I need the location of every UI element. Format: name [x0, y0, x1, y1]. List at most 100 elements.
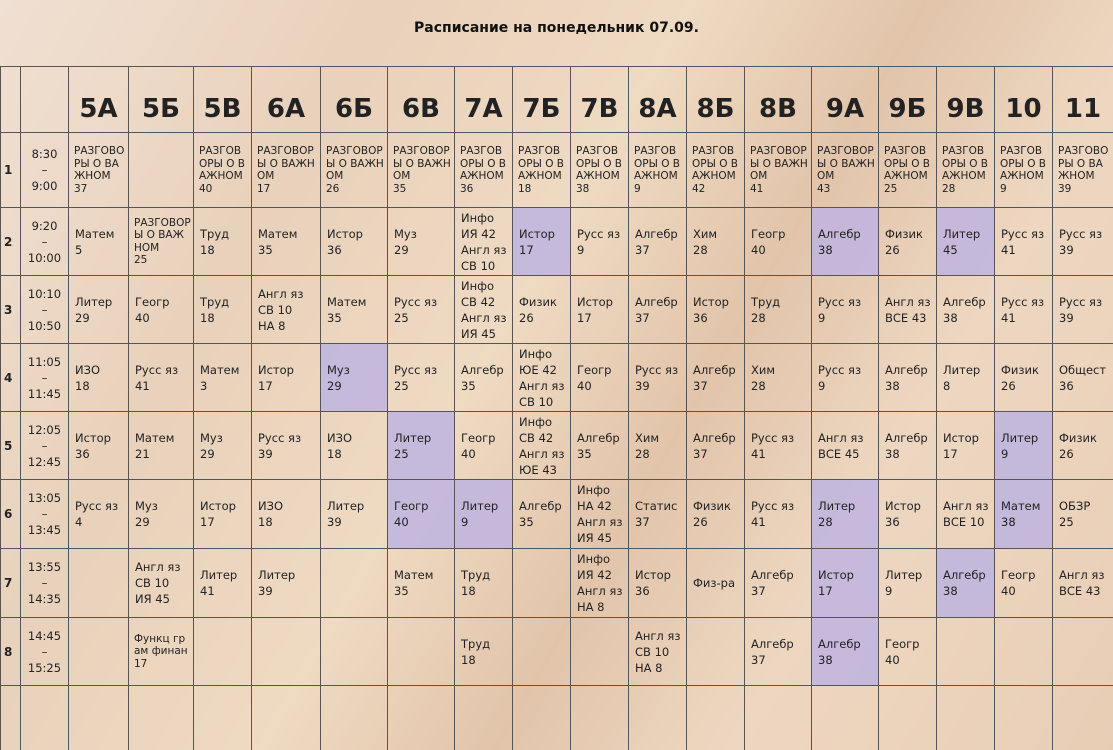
cell-line: 25	[394, 446, 409, 461]
cell-line: РАЗГОВОРЫ О ВАЖНОМ	[134, 216, 191, 254]
cell-line: ИЯ 42	[461, 226, 496, 241]
lesson-row: 5 12:05–12:45 Истор 36 Матем 21 Муз 29 Русс яз 39…	[0, 411, 1113, 480]
cell-line: 17	[258, 378, 273, 393]
lesson-cell: РАЗГОВОРЫ О ВАЖНОМ 39	[1052, 132, 1113, 208]
lesson-cell: ИЗО 18	[320, 411, 388, 480]
lesson-cell: Труд 18	[454, 548, 513, 618]
cell-line: 28	[751, 310, 766, 325]
empty-cell	[744, 685, 812, 750]
lesson-cell: Инфо ЮЕ 42 Англ яз СВ 10	[512, 343, 571, 412]
lesson-time: 11:05–11:45	[20, 343, 69, 412]
cell-line: 42	[692, 182, 706, 195]
time-line: –	[41, 507, 48, 521]
lesson-cell: Русс яз 25	[387, 343, 455, 412]
cell-line: Англ яз	[258, 286, 304, 301]
cell-line: 36	[693, 310, 708, 325]
cell-line: 18	[200, 310, 215, 325]
lesson-cell: Литер 29	[68, 275, 129, 344]
header-row: 5А 5Б 5В 6А 6Б 6В 7А 7Б 7В 8А 8Б 8В 9А 9Б 9В 10 11	[0, 66, 1113, 133]
cell-line: 40	[199, 182, 213, 195]
lesson-cell: Русс яз 4	[68, 479, 129, 549]
lesson-cell: Хим 28	[744, 343, 812, 412]
cell-line: 28	[818, 515, 833, 529]
cell-line: Алгебр	[461, 362, 504, 377]
lesson-cell: Англ яз СВ 10 НА 8	[251, 275, 321, 344]
lesson-cell: РАЗГОВОРЫ О ВАЖНОМ 36	[454, 132, 513, 208]
cell-line: 18	[200, 242, 215, 257]
empty-cell	[512, 685, 571, 750]
cell-line: 29	[135, 515, 150, 529]
cell-line: СВ 42	[519, 430, 554, 445]
cell-line: 9	[1000, 182, 1007, 195]
lesson-number: 4	[0, 343, 21, 412]
empty-cell	[251, 685, 321, 750]
cell-line: Англ яз	[943, 499, 989, 513]
lesson-cell: Муз 29	[387, 207, 455, 276]
cell-line: РАЗГОВОРЫ О ВАЖНОМ	[326, 145, 384, 182]
empty-cell	[20, 685, 69, 750]
cell-line: Матем	[135, 430, 175, 445]
cell-line: Русс яз	[751, 499, 795, 513]
cell-line: 38	[943, 310, 958, 325]
lesson-cell: Литер 39	[320, 479, 388, 549]
cell-line: Русс яз	[577, 226, 621, 241]
cell-line: Алгебр	[519, 499, 562, 513]
lesson-cell: Алгебр 37	[744, 617, 812, 686]
cell-line: РАЗГОВОРЫ О ВАЖНОМ	[634, 145, 681, 182]
lesson-cell: РАЗГОВОРЫ О ВАЖНОМ 25	[128, 207, 194, 276]
cell-line: Русс яз	[258, 430, 302, 445]
cell-line: 25	[394, 310, 409, 325]
cell-line: 36	[885, 515, 900, 529]
cell-line: Матем	[1001, 499, 1041, 513]
lesson-cell: Хим 28	[628, 411, 687, 480]
lesson-row: 6 13:05 – 13:45 Русс яз 4 Муз 29 Истор 17 ИЗО 18 Лит…	[0, 479, 1113, 549]
cell-line: 39	[258, 446, 273, 461]
lesson-cell: Истор 17	[193, 479, 252, 549]
cell-line: ВСЕ 45	[818, 446, 860, 461]
cell-line: 17	[134, 657, 148, 670]
cell-line: 36	[327, 242, 342, 257]
cell-line: 26	[885, 242, 900, 257]
cell-line: 28	[942, 182, 956, 195]
cell-line: СВ 10	[461, 258, 496, 273]
lesson-cell	[193, 617, 252, 686]
class-header: 7В	[570, 66, 629, 133]
cell-line: Алгебр	[943, 568, 986, 582]
lesson-cell: РАЗГОВОРЫ О ВАЖНОМ 40	[193, 132, 252, 208]
cell-line: Алгебр	[751, 568, 794, 582]
cell-line: СВ 10	[519, 394, 554, 409]
cell-line: 18	[327, 446, 342, 461]
lesson-cell: Алгебр 37	[686, 411, 745, 480]
cell-line: Русс яз	[1001, 226, 1045, 241]
lesson-time: 9:20–10:00	[20, 207, 69, 276]
cell-line: Англ яз	[577, 515, 623, 529]
lesson-cell: Муз 29	[128, 479, 194, 549]
cell-line: Алгебр	[577, 430, 620, 445]
cell-line: 40	[135, 310, 150, 325]
empty-row	[0, 685, 1113, 750]
time-line: 9:20	[31, 218, 58, 233]
class-header: 8А	[628, 66, 687, 133]
cell-line: Русс яз	[135, 362, 179, 377]
cell-line: 38	[818, 242, 833, 257]
lesson-cell	[512, 617, 571, 686]
cell-line: РАЗГОВОРЫ О ВАЖНОМ	[518, 145, 565, 182]
cell-line: Геогр	[394, 499, 429, 513]
lesson-cell: Англ яз СВ 10 ИЯ 45	[128, 548, 194, 618]
table-body: 1 8:30–9:00 РАЗГОВОРЫ О ВАЖНОМ 37 РАЗГОВОРЫ …	[0, 132, 1113, 750]
cell-line: 17	[577, 310, 592, 325]
lesson-time: 13:55 – 14:35	[20, 548, 69, 618]
class-header: 8В	[744, 66, 812, 133]
empty-cell	[628, 685, 687, 750]
cell-line: Геогр	[461, 430, 496, 445]
cell-line: Англ яз	[885, 294, 931, 309]
cell-line: Общест	[1059, 362, 1107, 377]
class-header: 9А	[811, 66, 879, 133]
cell-line: Труд	[461, 636, 491, 651]
lesson-cell: Истор 17	[811, 548, 879, 618]
cell-line: Труд	[200, 294, 230, 309]
cell-line: ИЗО	[75, 362, 101, 377]
time-line: 12:05	[27, 422, 62, 437]
cell-line: 41	[135, 378, 150, 393]
